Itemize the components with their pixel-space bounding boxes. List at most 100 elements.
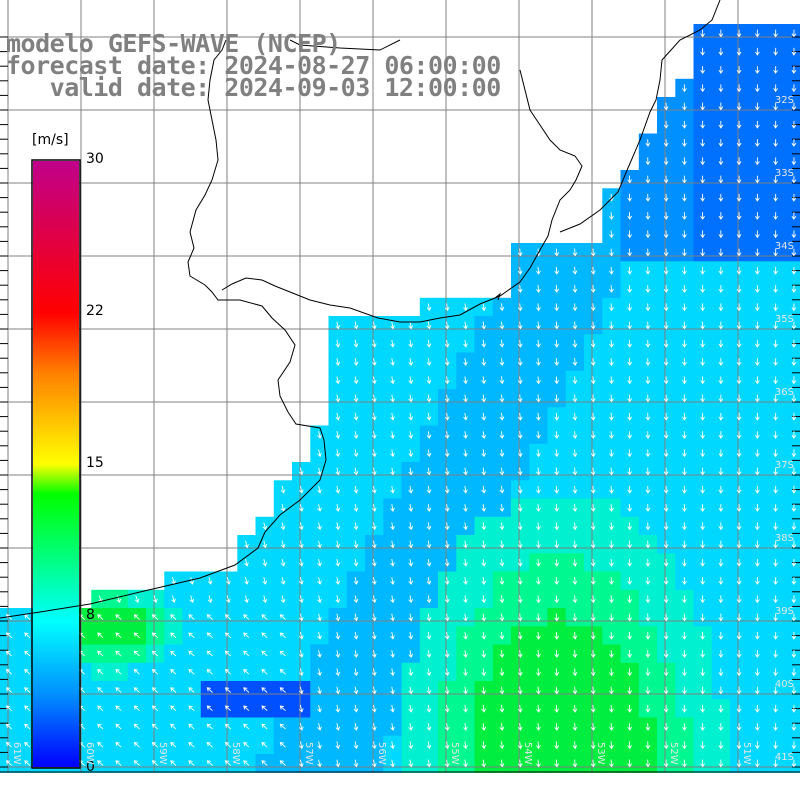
wind-arrow — [371, 668, 377, 677]
wind-arrow — [773, 157, 778, 166]
wind-arrow — [444, 595, 450, 604]
wind-arrow — [499, 723, 505, 731]
wind-arrow — [353, 431, 359, 439]
wind-arrow — [279, 723, 286, 730]
wind-arrow — [499, 759, 505, 768]
wind-arrow — [206, 650, 213, 657]
wind-arrow — [718, 339, 724, 348]
wind-arrow — [353, 741, 359, 750]
wind-arrow — [627, 540, 632, 549]
wind-arrow — [682, 613, 687, 622]
wind-arrow — [700, 595, 705, 604]
wind-arrow — [609, 467, 614, 476]
wind-arrow — [590, 686, 596, 695]
wind-arrow — [590, 303, 596, 312]
wind-arrow — [663, 303, 669, 312]
wind-arrow — [353, 449, 359, 458]
wind-arrow — [700, 759, 705, 768]
wind-arrow — [755, 230, 760, 239]
wind-arrow — [700, 613, 705, 622]
wind-arrow — [663, 193, 669, 202]
wind-arrow — [755, 84, 760, 93]
wind-arrow — [682, 321, 687, 330]
wind-arrow — [773, 303, 778, 312]
wind-arrow — [463, 686, 468, 695]
wind-arrow — [371, 723, 377, 731]
wind-arrow — [700, 467, 705, 476]
wind-arrow — [151, 687, 159, 693]
wind-speed-cell — [784, 589, 800, 609]
wind-arrow — [371, 558, 377, 567]
wind-arrow — [590, 723, 596, 731]
wind-arrow — [390, 759, 395, 768]
wind-arrow — [755, 595, 760, 604]
wind-arrow — [371, 613, 377, 622]
wind-arrow — [773, 102, 778, 111]
wind-arrow — [244, 540, 249, 549]
wind-arrow — [554, 412, 560, 421]
wind-arrow — [791, 47, 797, 56]
wind-arrow — [408, 723, 414, 731]
valid-date: valid date: 2024-09-03 12:00:00 — [6, 73, 502, 102]
wind-arrow — [590, 321, 596, 330]
wind-arrow — [390, 431, 395, 439]
wind-arrow — [627, 266, 632, 275]
wind-arrow — [700, 431, 705, 439]
wind-arrow — [97, 632, 104, 639]
wind-arrow — [663, 577, 669, 585]
wind-arrow — [718, 266, 724, 275]
wind-arrow — [444, 741, 450, 750]
wind-speed-cell — [784, 535, 800, 554]
wind-arrow — [317, 540, 322, 549]
wind-arrow — [572, 650, 578, 658]
wind-arrow — [590, 741, 596, 750]
wind-arrow — [627, 613, 632, 622]
wind-arrow — [353, 412, 359, 421]
wind-arrow — [554, 631, 560, 640]
wind-arrow — [773, 522, 778, 531]
colorbar-frame — [31, 159, 81, 769]
wind-arrow — [755, 558, 760, 567]
wind-arrow — [206, 760, 213, 766]
wind-arrow — [463, 540, 468, 549]
wind-arrow — [371, 504, 377, 512]
wind-arrow — [426, 485, 432, 494]
wind-arrow — [755, 212, 760, 220]
wind-arrow — [736, 704, 742, 713]
wind-arrow — [170, 632, 177, 639]
wind-direction-arrows — [5, 29, 797, 768]
wind-arrow — [189, 577, 195, 585]
wind-arrow — [609, 449, 614, 458]
wind-arrow — [791, 668, 797, 677]
wind-speed-cell — [784, 316, 800, 335]
wind-arrow — [335, 394, 341, 403]
wind-arrow — [700, 266, 705, 275]
wind-arrow — [682, 139, 687, 147]
model-title: modelo GEFS-WAVE (NCEP) — [6, 29, 341, 58]
wind-arrow — [335, 412, 341, 421]
wind-arrow — [279, 650, 286, 657]
wind-arrow — [554, 285, 560, 293]
wind-arrow — [682, 759, 687, 768]
wind-arrow — [170, 650, 177, 657]
wind-arrow — [773, 230, 778, 239]
lat-label-36s: 36S — [774, 387, 794, 398]
wind-arrow — [499, 449, 505, 458]
wind-arrow — [481, 558, 487, 567]
wind-arrow — [700, 376, 705, 385]
wind-arrow — [609, 759, 614, 768]
wind-arrow — [718, 303, 724, 312]
wind-arrow — [280, 540, 286, 549]
wind-arrow — [243, 705, 250, 712]
wind-arrow — [700, 668, 705, 677]
wind-arrow — [791, 595, 797, 604]
wind-arrow — [609, 595, 614, 604]
wind-arrow — [499, 485, 505, 494]
wind-arrow — [97, 741, 104, 748]
wind-arrow — [517, 704, 523, 713]
wind-arrow — [536, 376, 541, 385]
wind-arrow — [773, 704, 778, 713]
wind-arrow — [133, 741, 140, 748]
wind-arrow — [371, 376, 377, 385]
